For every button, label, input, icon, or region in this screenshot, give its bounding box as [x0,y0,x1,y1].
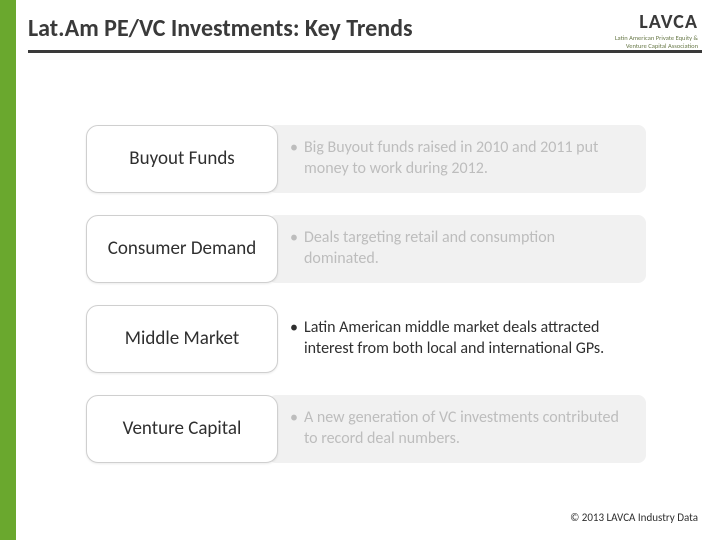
trend-pill-venture-capital: Venture Capital [86,395,278,463]
footer-copyright: © 2013 LAVCA Industry Data [570,511,698,524]
trend-desc-text: Latin American middle market deals attra… [304,318,632,360]
logo-sub-2: Venture Capital Association [615,43,698,50]
bullet-line: • Deals targeting retail and consumption… [290,228,632,270]
trend-rows: Buyout Funds • Big Buyout funds raised i… [86,125,646,485]
sidebar-accent [0,0,16,540]
trend-desc-buyout: • Big Buyout funds raised in 2010 and 20… [268,125,646,193]
logo-sub-1: Latin American Private Equity & [615,35,698,42]
trend-desc-middle-market: • Latin American middle market deals att… [268,305,646,373]
trend-pill-buyout: Buyout Funds [86,125,278,193]
trend-desc-text: Big Buyout funds raised in 2010 and 2011… [304,138,632,180]
bullet-icon: • [290,408,298,429]
trend-row: Buyout Funds • Big Buyout funds raised i… [86,125,646,193]
trend-pill-label: Venture Capital [123,418,242,440]
trend-row: Venture Capital • A new generation of VC… [86,395,646,463]
trend-row: Consumer Demand • Deals targeting retail… [86,215,646,283]
trend-pill-label: Buyout Funds [129,148,234,170]
bullet-line: • A new generation of VC investments con… [290,408,632,450]
slide: Lat.Am PE/VC Investments: Key Trends LAV… [0,0,720,540]
bullet-icon: • [290,228,298,249]
trend-desc-text: Deals targeting retail and consumption d… [304,228,632,270]
title-underline [28,50,702,53]
trend-pill-middle-market: Middle Market [86,305,278,373]
trend-pill-label: Consumer Demand [108,238,256,260]
trend-desc-venture-capital: • A new generation of VC investments con… [268,395,646,463]
trend-pill-consumer: Consumer Demand [86,215,278,283]
trend-pill-label: Middle Market [125,328,239,350]
bullet-icon: • [290,318,298,339]
page-title: Lat.Am PE/VC Investments: Key Trends [28,14,590,43]
bullet-line: • Big Buyout funds raised in 2010 and 20… [290,138,632,180]
title-area: Lat.Am PE/VC Investments: Key Trends [28,14,590,43]
logo: LAVCA Latin American Private Equity & Ve… [615,10,698,50]
logo-main: LAVCA [615,10,698,34]
trend-row: Middle Market • Latin American middle ma… [86,305,646,373]
bullet-line: • Latin American middle market deals att… [290,318,632,360]
bullet-icon: • [290,138,298,159]
trend-desc-text: A new generation of VC investments contr… [304,408,632,450]
trend-desc-consumer: • Deals targeting retail and consumption… [268,215,646,283]
